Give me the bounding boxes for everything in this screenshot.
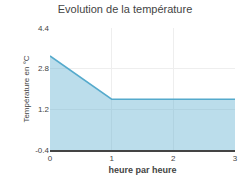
svg-text:-0.4: -0.4 — [35, 146, 49, 155]
svg-text:heure par heure: heure par heure — [108, 165, 176, 175]
svg-text:0: 0 — [48, 154, 53, 163]
svg-text:1.2: 1.2 — [38, 105, 50, 114]
svg-text:Evolution de la température: Evolution de la température — [58, 3, 193, 15]
svg-text:2.8: 2.8 — [38, 64, 50, 73]
svg-text:Température en °C: Température en °C — [22, 55, 31, 122]
svg-text:2: 2 — [171, 154, 176, 163]
svg-text:3: 3 — [233, 154, 238, 163]
svg-text:1: 1 — [109, 154, 114, 163]
svg-text:4.4: 4.4 — [38, 24, 50, 33]
